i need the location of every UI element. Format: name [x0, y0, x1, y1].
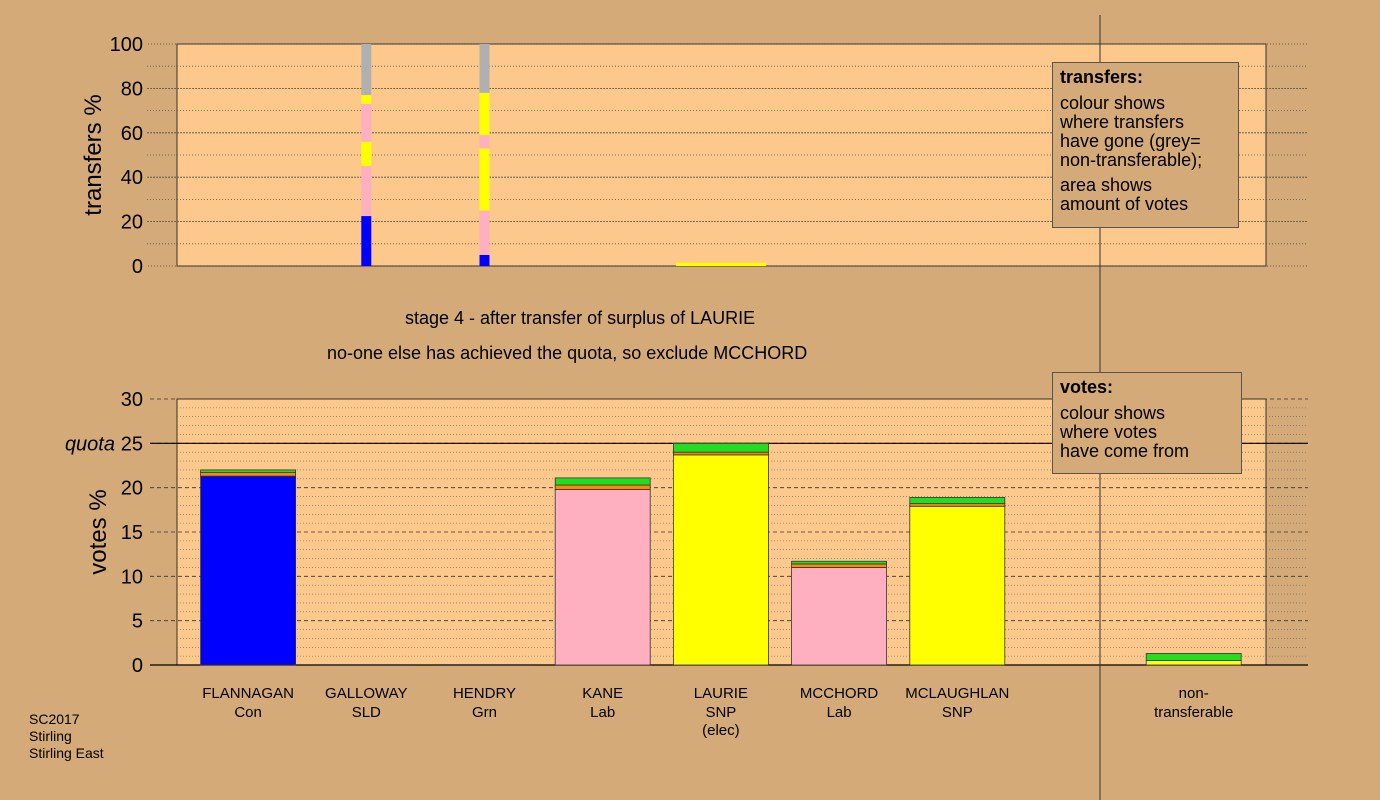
candidate-name-label: MCLAUGHLAN [905, 685, 1009, 702]
transfer-segment-snp [479, 148, 490, 211]
vote-bar-segment-snp [673, 454, 769, 666]
transfer-segment-lab [361, 103, 372, 142]
transfer-segment-lab [479, 135, 490, 149]
candidate-party-label: Grn [472, 704, 497, 721]
transfers-tick-label: 20 [121, 212, 143, 234]
vote-bar-segment-sld [791, 563, 887, 568]
election-code: SC2017 [29, 711, 80, 727]
candidate-name-label: GALLOWAY [325, 685, 408, 702]
candidate-party-label: Lab [590, 704, 615, 721]
vote-bar-segment-grn [200, 469, 297, 473]
candidate-name-label: KANE [582, 685, 623, 702]
ward-name: Stirling East [29, 745, 104, 761]
votes-legend-title: votes: [1060, 377, 1114, 397]
transfer-segment-lab [361, 166, 372, 217]
votes-legend-body: colour shows where votes have come from [1060, 403, 1190, 461]
transfers-legend: transfers: colour shows where transfers ha… [1052, 62, 1239, 228]
votes-axis-label: votes % [85, 489, 112, 574]
quota-label: quota [65, 433, 115, 455]
transfer-segment-snp [361, 141, 372, 167]
vote-bar-segment-lab [791, 567, 887, 666]
candidate-status-label: (elec) [702, 722, 740, 739]
transfers-axis-label: transfers % [80, 94, 107, 215]
vote-bar-segment-sld [554, 484, 651, 490]
candidate-name-label: LAURIE [694, 685, 748, 702]
candidate-party-label: SLD [352, 704, 381, 721]
transfer-segment-snp [479, 92, 490, 136]
candidate-party-label: transferable [1154, 704, 1233, 721]
votes-tick-label: 15 [121, 522, 143, 544]
candidate-party-label: Lab [827, 704, 852, 721]
vote-bar-segment-grn [791, 560, 887, 565]
votes-tick-label: 20 [121, 478, 143, 500]
votes-tick-label: 30 [121, 389, 143, 411]
vote-bar-segment-lab [554, 489, 651, 666]
transfers-tick-label: 0 [132, 256, 143, 278]
transfers-legend-title: transfers: [1060, 67, 1144, 87]
votes-tick-label: 5 [132, 611, 143, 633]
candidate-party-label: Con [234, 704, 262, 721]
election-info: SC2017 Stirling Stirling East [29, 711, 104, 762]
council-name: Stirling [29, 728, 72, 744]
vote-bar-segment-con [200, 475, 297, 666]
votes-tick-label: 0 [132, 655, 143, 677]
votes-legend: votes: colour shows where votes have come … [1052, 372, 1242, 474]
transfer-segment-lab [479, 210, 490, 255]
transfer-segment-nontransferable [479, 44, 490, 93]
candidate-name-label: HENDRY [453, 685, 516, 702]
stage-line-2: no-one else has achieved the quota, so e… [327, 343, 808, 363]
candidate-name-label: non- [1179, 685, 1209, 702]
candidate-name-label: MCCHORD [800, 685, 878, 702]
transfer-segment-snp [675, 262, 766, 266]
vote-bar-segment-snp [909, 505, 1006, 666]
transfers-legend-body: colour shows where transfers have gone (gr… [1060, 93, 1203, 214]
candidate-name-label: FLANNAGAN [202, 685, 294, 702]
candidate-party-label: SNP [942, 704, 973, 721]
transfers-tick-label: 100 [110, 34, 143, 56]
transfers-tick-label: 40 [121, 167, 143, 189]
transfers-tick-label: 80 [121, 78, 143, 100]
transfer-segment-nontransferable [361, 44, 372, 96]
transfers-tick-label: 60 [121, 123, 143, 145]
transfer-segment-snp [361, 95, 372, 104]
transfer-segment-con [361, 216, 372, 266]
vote-bar-segment-sld [200, 472, 297, 477]
vote-bar-segment-grn [554, 477, 651, 486]
vote-bar-segment-grn [909, 497, 1006, 505]
candidate-party-label: SNP [705, 704, 736, 721]
vote-bar-segment-grn [1145, 653, 1242, 661]
votes-tick-label: 25 [121, 433, 143, 455]
vote-bar-segment-snp [1145, 660, 1242, 666]
vote-bar-segment-grn [673, 442, 769, 453]
votes-tick-label: 10 [121, 566, 143, 588]
stage-line-1: stage 4 - after transfer of surplus of L… [405, 308, 756, 328]
transfer-segment-con [479, 254, 490, 266]
